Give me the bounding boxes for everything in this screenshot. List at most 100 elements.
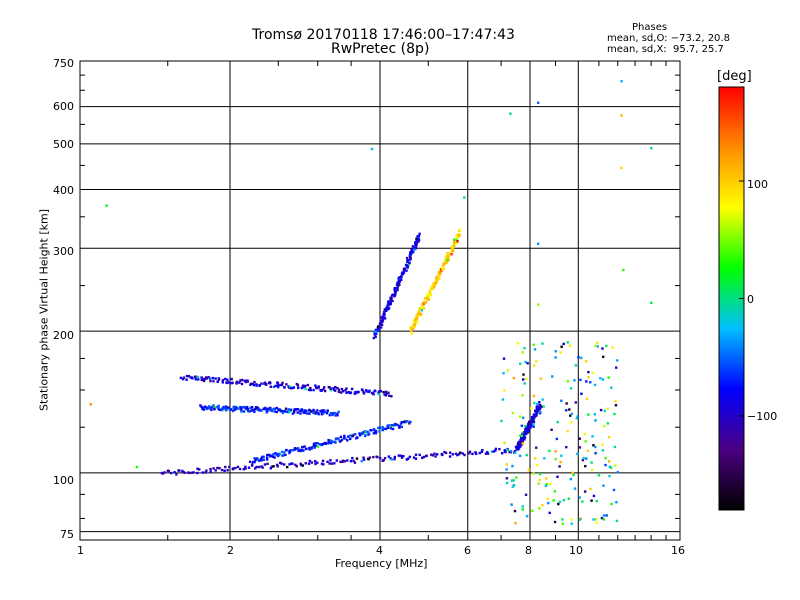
data-point [255, 407, 259, 410]
data-point [505, 481, 509, 485]
data-point [408, 455, 412, 459]
data-point [514, 445, 518, 449]
data-point [161, 472, 165, 475]
data-point [536, 463, 539, 467]
data-point [576, 452, 579, 456]
data-point [321, 459, 325, 463]
data-point [273, 456, 276, 459]
plot-frame [79, 60, 681, 541]
data-point [523, 438, 526, 441]
data-point [538, 478, 541, 482]
data-point [408, 261, 411, 265]
data-point [520, 424, 524, 427]
data-point [390, 297, 393, 300]
data-point [393, 455, 396, 459]
data-point [246, 407, 250, 411]
data-point [520, 436, 523, 439]
data-point [260, 382, 263, 385]
data-point [379, 326, 383, 329]
data-point [599, 377, 602, 380]
data-point [224, 465, 227, 469]
data-point [524, 424, 527, 428]
data-point [594, 452, 597, 455]
data-point [328, 413, 332, 417]
data-point [312, 444, 315, 448]
data-point [240, 408, 243, 411]
data-point [578, 518, 581, 521]
data-point [231, 381, 234, 385]
data-point [373, 332, 376, 335]
data-point [392, 294, 395, 297]
data-point [530, 416, 534, 419]
data-point [521, 442, 524, 445]
data-point [441, 453, 444, 457]
data-point [316, 461, 319, 464]
data-point [224, 409, 228, 412]
data-point [615, 501, 618, 504]
data-point [566, 380, 569, 383]
data-point [560, 454, 563, 457]
data-point [539, 410, 542, 414]
data-point [463, 453, 466, 457]
data-point [486, 451, 489, 454]
data-point [539, 377, 542, 380]
data-point [426, 296, 429, 299]
data-point [364, 433, 367, 437]
data-point [135, 465, 139, 469]
data-point [456, 453, 459, 457]
data-point [314, 411, 318, 414]
data-point [291, 462, 294, 465]
data-point [347, 390, 350, 394]
data-point [403, 268, 406, 271]
y-tick-label-750: 750 [53, 57, 74, 70]
data-point [374, 432, 378, 435]
y-tick-label-100: 100 [53, 474, 74, 487]
data-point [179, 376, 183, 380]
data-point [590, 468, 594, 472]
data-point [605, 514, 608, 517]
data-point [546, 497, 549, 500]
data-point [530, 421, 533, 425]
data-point [410, 328, 414, 331]
data-point [265, 458, 269, 461]
data-point [313, 460, 317, 463]
data-point [334, 437, 338, 440]
data-point [253, 460, 256, 463]
data-point [406, 266, 409, 269]
data-point [458, 228, 462, 232]
data-point [247, 409, 250, 413]
data-point [265, 411, 268, 414]
data-point [575, 416, 579, 420]
data-point [345, 387, 348, 390]
data-point [398, 276, 401, 279]
data-point [559, 460, 562, 464]
data-point [377, 426, 380, 430]
data-point [524, 493, 528, 496]
data-point [289, 385, 292, 389]
data-point [252, 383, 256, 387]
data-point [307, 388, 311, 392]
data-point [333, 411, 336, 415]
data-point [270, 454, 273, 458]
data-point [362, 456, 365, 459]
data-point [396, 288, 399, 292]
colorbar-unit-label: [deg] [717, 69, 752, 84]
data-point [436, 275, 440, 278]
data-point [336, 412, 339, 415]
data-point [226, 381, 229, 385]
data-point [414, 244, 417, 247]
data-point [515, 448, 519, 451]
data-point [198, 468, 201, 471]
data-point [614, 400, 617, 403]
data-point [383, 313, 386, 316]
data-point [374, 328, 378, 332]
data-point [372, 455, 375, 459]
data-point [285, 383, 288, 386]
data-point [611, 346, 614, 349]
data-point [368, 389, 371, 392]
data-point [532, 472, 535, 475]
data-point [592, 494, 596, 498]
data-point [574, 364, 578, 367]
data-point [247, 466, 251, 469]
data-point [390, 458, 394, 461]
